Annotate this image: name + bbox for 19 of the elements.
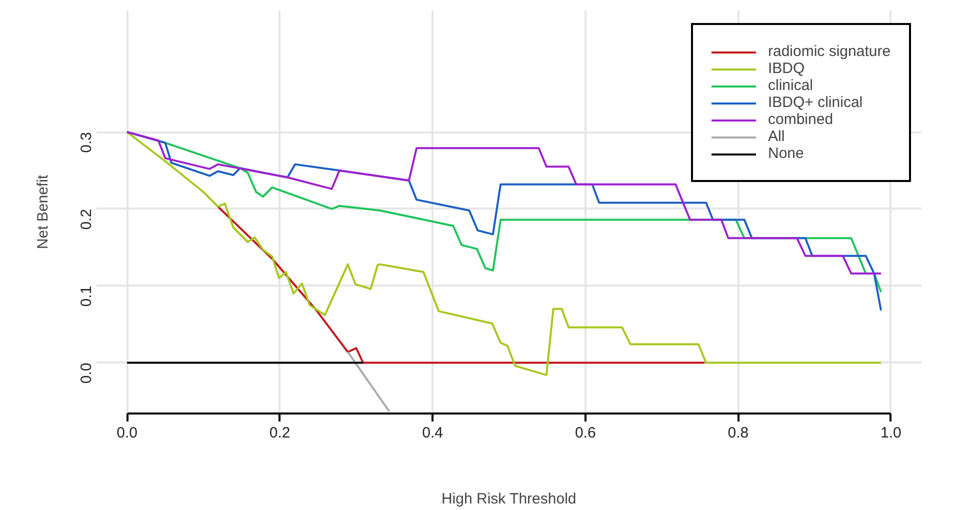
- y-tick-label: 0.1: [78, 286, 95, 307]
- x-tick-label: 1.0: [880, 424, 902, 442]
- legend-label: IBDQ: [768, 60, 805, 77]
- legend-label: clinical: [768, 77, 814, 94]
- x-tick-label: 0.0: [116, 424, 138, 442]
- y-tick-label: 0.3: [78, 132, 95, 153]
- x-tick-label: 0.4: [422, 424, 444, 442]
- legend-label: combined: [768, 111, 834, 128]
- legend-label: All: [768, 128, 786, 145]
- x-tick-label: 0.6: [574, 424, 596, 442]
- x-tick-label: 0.2: [269, 424, 290, 442]
- x-tick-label: 0.8: [728, 424, 749, 442]
- y-tick-label: 0.0: [78, 362, 95, 384]
- legend-label: None: [768, 145, 804, 162]
- y-tick-label: 0.2: [78, 208, 95, 230]
- legend-label: IBDQ+ clinical: [768, 94, 863, 111]
- x-axis-title: High Risk Threshold: [441, 490, 576, 508]
- legend-label: radiomic signature: [768, 43, 891, 60]
- y-axis-title: Net Benefit: [34, 174, 52, 250]
